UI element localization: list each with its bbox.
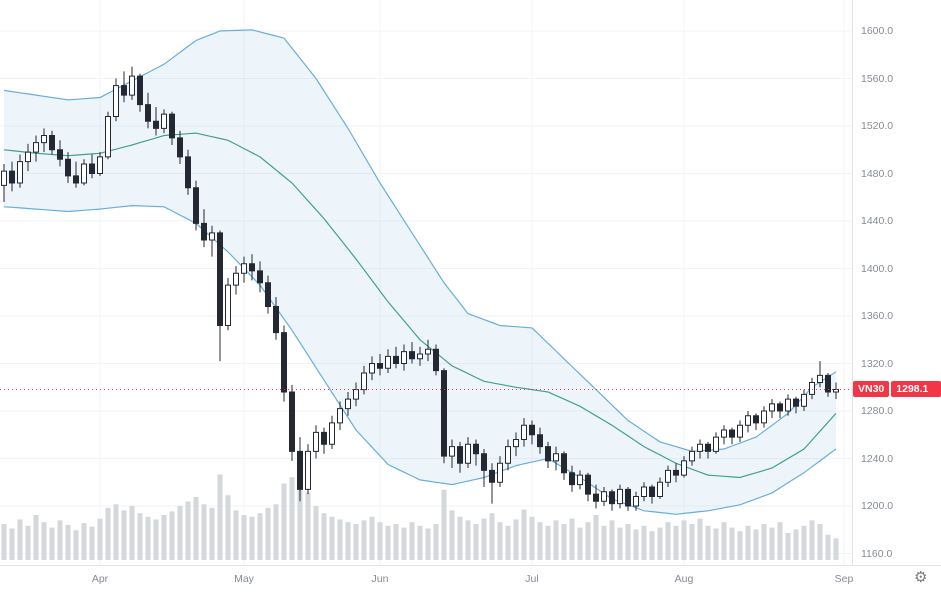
price-axis-label: 1200.0	[861, 500, 894, 512]
price-axis-label: 1400.0	[861, 262, 894, 275]
price-axis-label: 1560.0	[861, 72, 894, 85]
time-axis-label: Sep	[834, 573, 854, 585]
price-axis-label: 1440.0	[861, 215, 894, 227]
price-chart-canvas[interactable]	[0, 0, 852, 565]
time-axis[interactable]: Apr May Jun Jul Aug Sep	[0, 565, 941, 593]
price-axis-label: 1240.0	[861, 452, 894, 465]
chart-pane[interactable]	[0, 0, 852, 565]
price-axis-label: 1480.0	[861, 167, 894, 180]
time-axis-label: Aug	[674, 573, 694, 585]
last-price-tag: VN30 1298.1	[853, 380, 941, 397]
bollinger-bands	[3, 29, 837, 515]
price-axis-label: 1160.0	[861, 547, 893, 560]
price-axis-label: 1600.0	[861, 25, 894, 37]
price-tag-symbol: VN30	[853, 380, 890, 397]
candles	[1, 66, 839, 511]
volume-bars	[1, 471, 839, 560]
time-axis-label: May	[234, 573, 254, 585]
price-axis-label: 1320.0	[861, 357, 894, 370]
price-axis-label: 1520.0	[861, 120, 894, 132]
time-axis-label: Jul	[525, 573, 539, 585]
price-axis-label: 1360.0	[861, 310, 894, 322]
settings-gear-icon[interactable]: ⚙	[914, 569, 928, 586]
price-axis-label: 1280.0	[861, 405, 894, 417]
time-axis-label: Jun	[371, 573, 389, 585]
price-axis[interactable]: 1600.0 1560.0 1520.0 1480.0 1440.0 1400.0 1360…	[852, 0, 941, 565]
price-tag-value: 1298.1	[891, 380, 941, 397]
time-axis-label: Apr	[91, 573, 109, 585]
